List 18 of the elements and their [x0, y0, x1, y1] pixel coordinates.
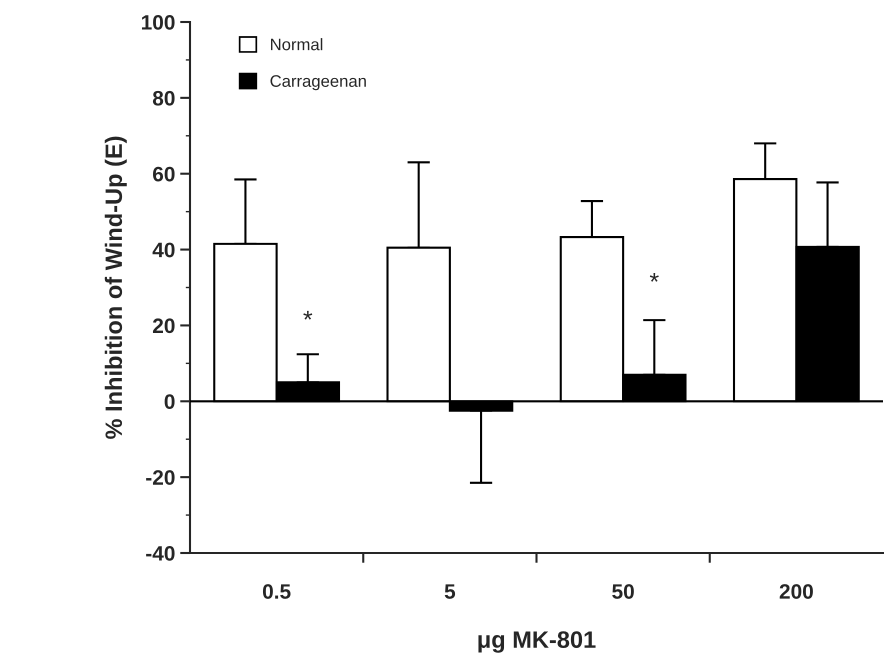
y-tick-label: -20	[146, 470, 175, 485]
annotation: *	[303, 310, 312, 320]
y-tick-label: 40	[152, 242, 175, 258]
x-tick-label: 50	[612, 584, 634, 599]
y-tick-label: 0	[164, 394, 175, 410]
annotation: *	[650, 272, 659, 282]
x-tick-label: 5	[444, 584, 456, 599]
y-axis-title: % Inhibition of Wind-Up (E)	[104, 136, 127, 439]
y-tick-label: 20	[152, 318, 175, 334]
x-tick-label: 0.5	[262, 584, 291, 599]
legend-label: Carrageenan	[270, 75, 366, 90]
y-tick-label: 100	[142, 15, 175, 30]
legend-label: Normal	[271, 38, 322, 50]
y-tick-label: 80	[152, 90, 175, 106]
y-tick-label: -40	[146, 546, 175, 561]
x-tick-label: 200	[780, 584, 813, 599]
y-tick-label: 60	[153, 166, 175, 182]
x-axis-title: μg MK-801	[478, 631, 596, 653]
